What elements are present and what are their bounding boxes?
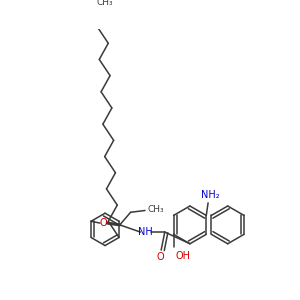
Text: CH₃: CH₃	[148, 205, 164, 214]
Text: NH: NH	[138, 227, 152, 237]
Text: OH: OH	[176, 250, 190, 260]
Text: NH₂: NH₂	[201, 190, 219, 200]
Text: O: O	[156, 252, 164, 262]
Text: O: O	[100, 218, 107, 228]
Text: CH₃: CH₃	[96, 0, 113, 7]
